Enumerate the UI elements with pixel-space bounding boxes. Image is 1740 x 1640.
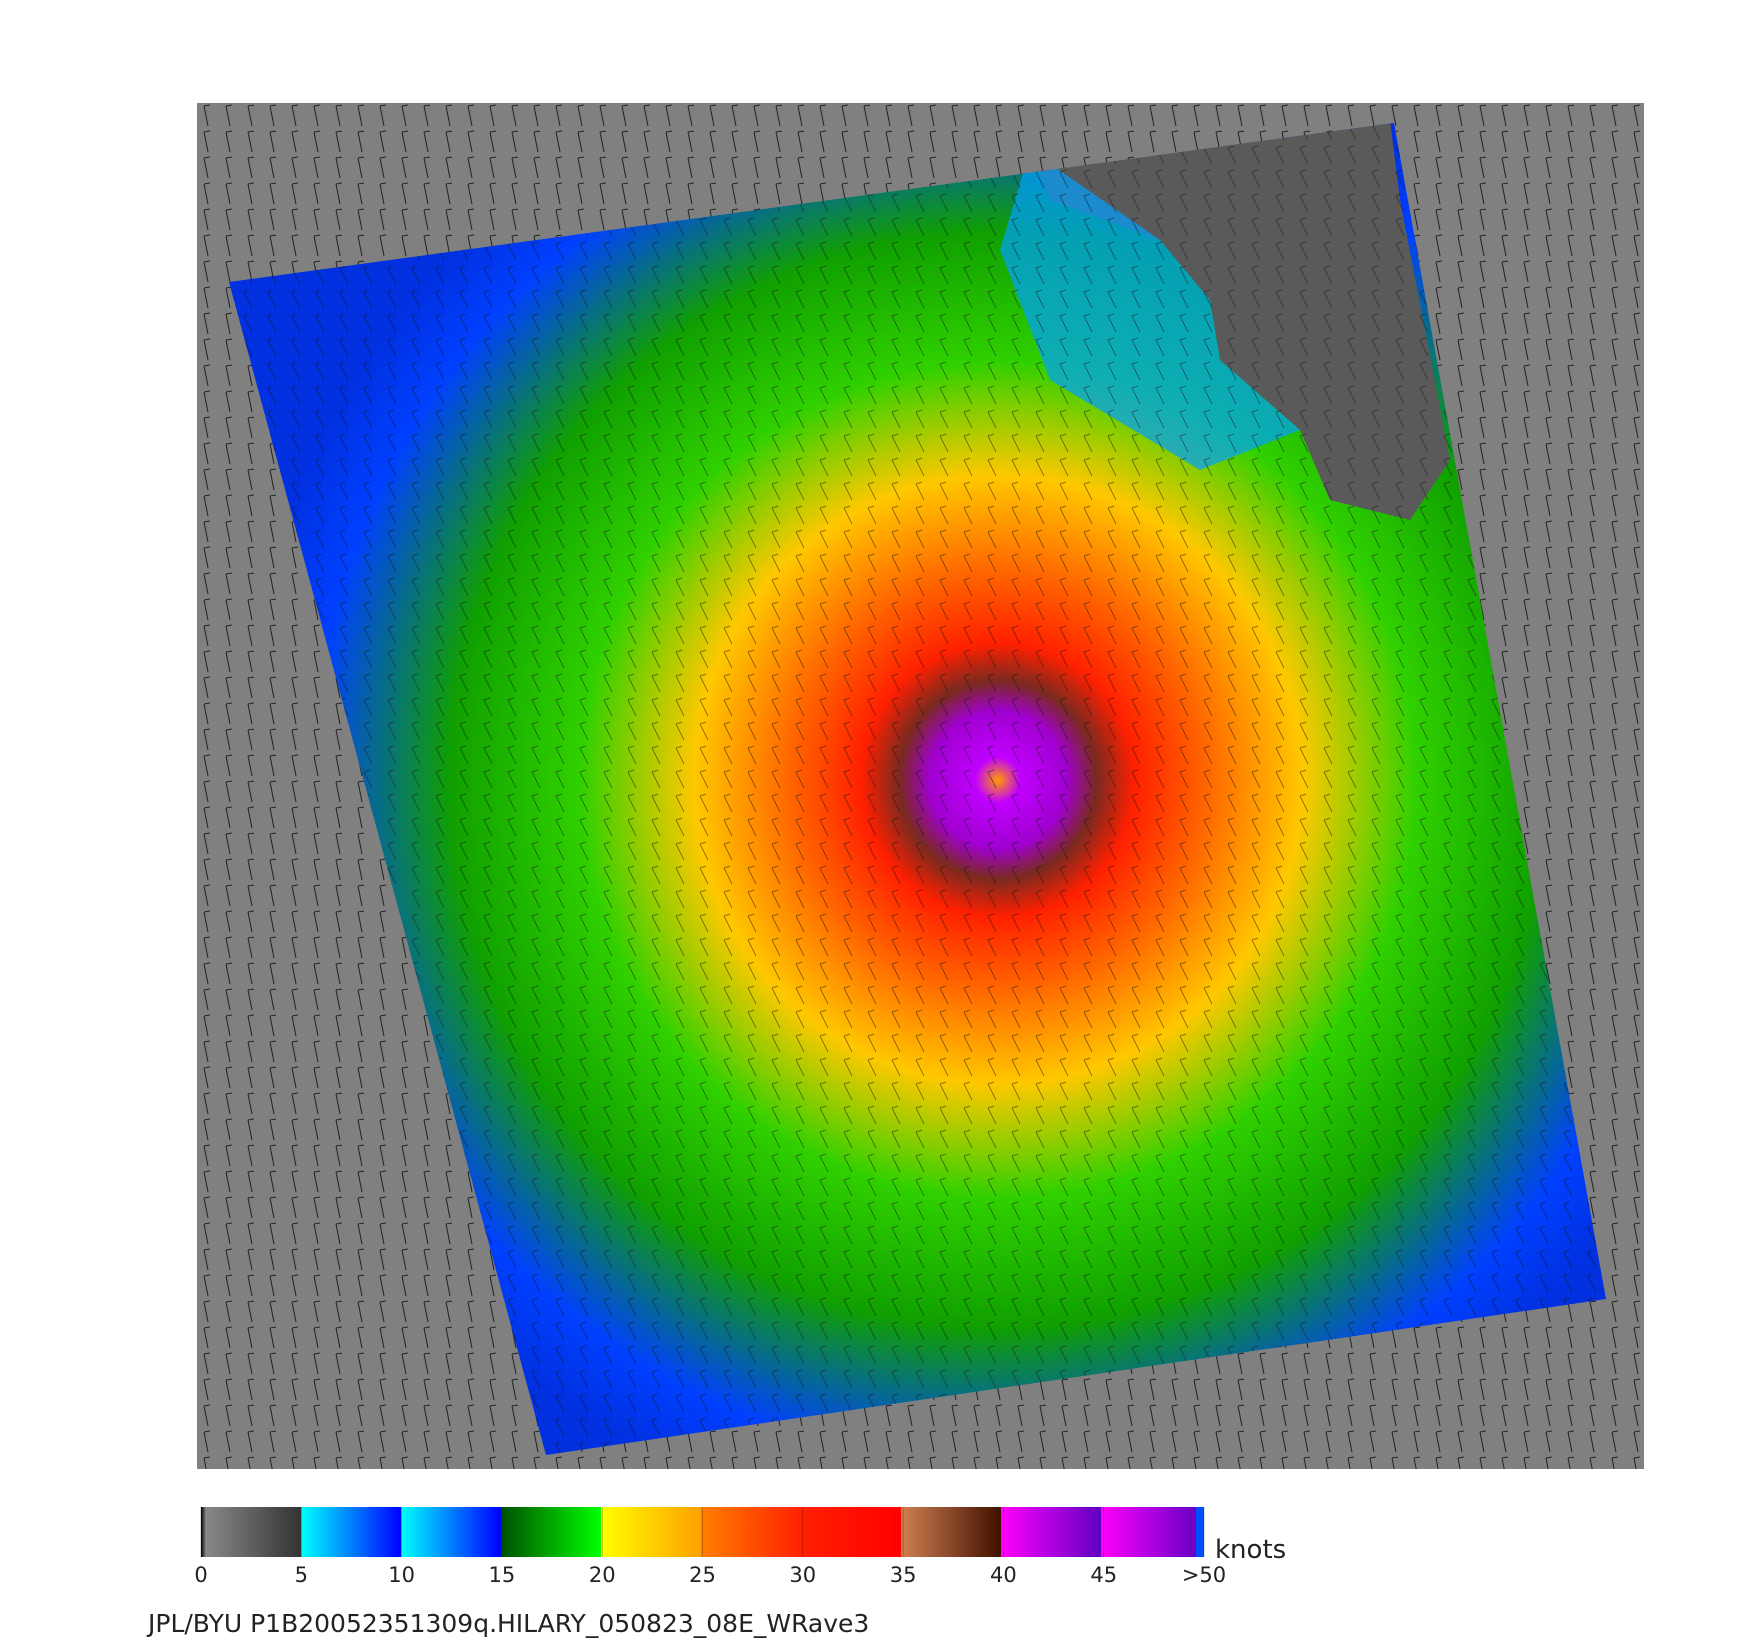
colorbar-tick-label: 20 bbox=[589, 1563, 616, 1587]
colorbar-segment bbox=[601, 1507, 701, 1557]
colorbar-tick-label: 10 bbox=[388, 1563, 415, 1587]
colorbar-segment bbox=[401, 1507, 501, 1557]
colorbar-segment bbox=[1196, 1507, 1204, 1557]
colorbar-tick-label: 30 bbox=[789, 1563, 816, 1587]
colorbar-segment bbox=[301, 1507, 401, 1557]
colorbar-tick-label: >50 bbox=[1182, 1563, 1226, 1587]
colorbar-tick-label: 40 bbox=[990, 1563, 1017, 1587]
caption: JPL/BYU P1B20052351309q.HILARY_050823_08… bbox=[146, 1609, 869, 1638]
colorbar-segment bbox=[201, 1507, 301, 1557]
colorbar-tick-label: 5 bbox=[295, 1563, 308, 1587]
colorbar-tick-label: 35 bbox=[890, 1563, 917, 1587]
colorbar-tick-label: 0 bbox=[194, 1563, 207, 1587]
colorbar-segment bbox=[701, 1507, 801, 1557]
colorbar-segment bbox=[901, 1507, 1001, 1557]
colorbar bbox=[201, 1507, 1204, 1557]
colorbar-segment bbox=[1001, 1507, 1101, 1557]
colorbar-tick-label: 25 bbox=[689, 1563, 716, 1587]
colorbar-tick-label: 45 bbox=[1090, 1563, 1117, 1587]
colorbar-unit: knots bbox=[1215, 1535, 1286, 1565]
colorbar-segment bbox=[801, 1507, 901, 1557]
colorbar-segment bbox=[1101, 1507, 1201, 1557]
colorbar-segment bbox=[501, 1507, 601, 1557]
colorbar-tick-label: 15 bbox=[489, 1563, 516, 1587]
